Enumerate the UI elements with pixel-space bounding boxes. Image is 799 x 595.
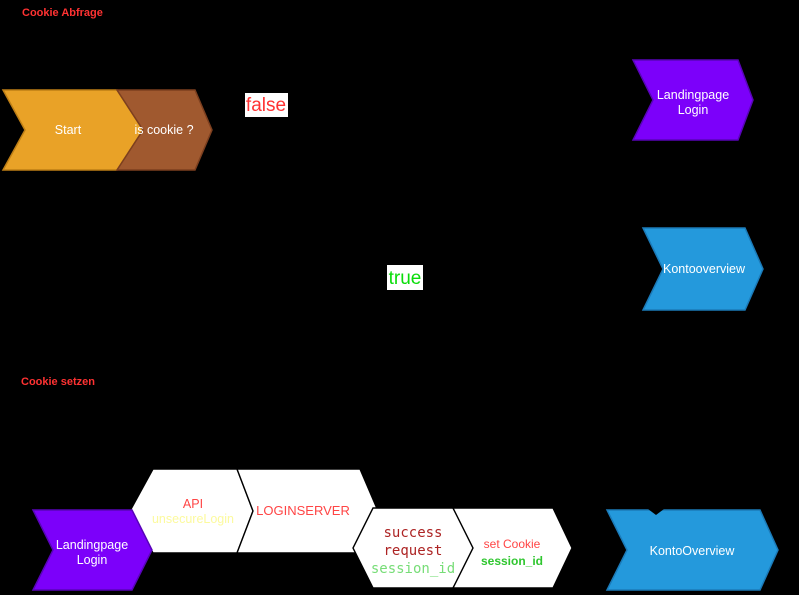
node-kontooverview-arrow	[641, 227, 764, 311]
node-landingpage-login-top-label-line2: Login	[678, 103, 709, 117]
node-api-hexagon	[129, 468, 254, 554]
section-label-cookie-abfrage: Cookie Abfrage	[22, 7, 103, 19]
node-kontooverview-bottom-label: KontoOverview	[650, 544, 736, 558]
true-label: true	[389, 268, 422, 289]
node-loginserver-label: LOGINSERVER	[256, 503, 350, 518]
node-success-label-line1: success	[383, 525, 442, 541]
node-set-cookie-session-id-label: session_id	[481, 554, 543, 568]
node-kontooverview-label: Kontooverview	[663, 262, 746, 276]
node-success-session-id-label: session_id	[371, 561, 455, 577]
false-label: false	[246, 95, 286, 116]
node-kontooverview-bottom-arrow	[605, 509, 779, 591]
true-label-bg	[387, 265, 423, 290]
node-is-cookie-arrow	[115, 89, 213, 171]
node-landingpage-login-top-arrow	[631, 59, 754, 141]
node-landingpage-login-bottom-label-line2: Login	[77, 553, 108, 567]
node-set-cookie-arrow	[451, 507, 573, 589]
node-unsecurelogin-label: unsecureLogin	[152, 512, 234, 526]
false-label-bg	[245, 93, 288, 117]
node-landingpage-login-bottom-label-line1: Landingpage	[56, 538, 128, 552]
node-is-cookie-label: is cookie ?	[134, 123, 193, 137]
node-api-label: API	[183, 497, 203, 511]
node-landingpage-login-bottom-arrow	[31, 509, 153, 591]
node-landingpage-login-top-label-line1: Landingpage	[657, 88, 729, 102]
node-set-cookie-label: set Cookie	[484, 537, 541, 551]
node-success-label-line2: request	[383, 543, 442, 559]
render-artifact-notch	[648, 509, 664, 515]
section-label-cookie-setzen: Cookie setzen	[21, 376, 95, 388]
node-start-label: Start	[55, 123, 82, 137]
